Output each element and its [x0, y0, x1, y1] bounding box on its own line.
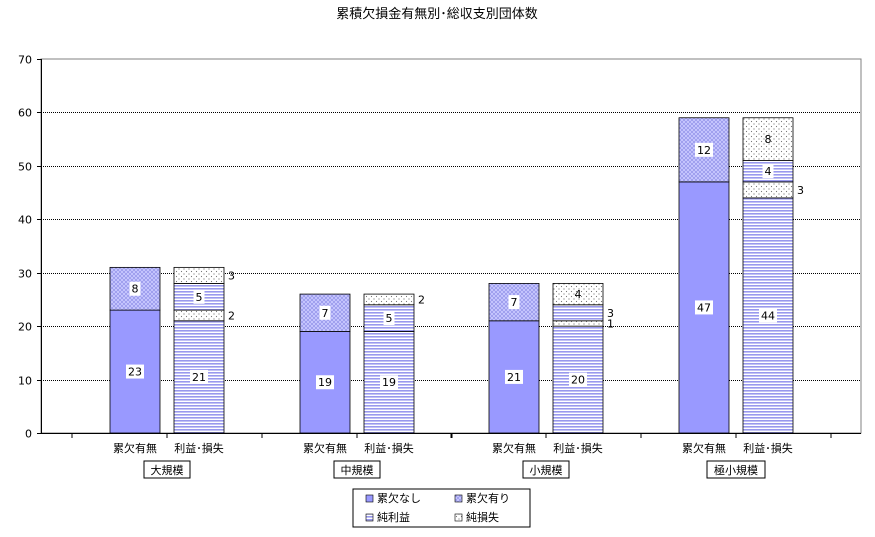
label-no-deficit: 23	[128, 366, 142, 379]
label-deficit: 12	[697, 144, 711, 157]
group-label-box	[522, 460, 570, 479]
label-deficit: 7	[322, 307, 329, 320]
label-no-deficit-bg	[505, 369, 523, 384]
gridlines	[40, 58, 862, 434]
bar-category-label: 累欠有無	[492, 441, 536, 455]
y-tick-label: 60	[18, 107, 32, 120]
legend-label-profit: 純利益	[377, 510, 410, 524]
bar-category-label: 利益･損失	[174, 441, 224, 455]
label-no-deficit-bg	[126, 364, 144, 379]
label-deficit-bg	[695, 142, 713, 157]
group-label-box	[333, 460, 381, 479]
label-other: 2	[418, 293, 425, 306]
label-other: 3	[228, 269, 235, 282]
bar-loss	[552, 304, 604, 322]
label-loss: 3	[607, 307, 614, 320]
legend-box	[352, 488, 531, 528]
label-no-deficit-bg	[316, 375, 334, 390]
label-mixed: 1	[607, 317, 614, 330]
label-profit: 44	[761, 309, 775, 322]
chart-title: 累積欠損金有無別･総収支別団体数	[336, 6, 538, 22]
legend-label-no-deficit: 累欠なし	[377, 491, 421, 505]
bar-category-label: 利益･損失	[553, 441, 603, 455]
label-loss-bg	[193, 289, 205, 304]
bar-category-label: 累欠有無	[113, 441, 157, 455]
label-deficit: 8	[132, 283, 139, 296]
group-label: 小規模	[530, 463, 563, 477]
plot-area	[40, 58, 862, 434]
label-other: 8	[765, 133, 772, 146]
bar-mixed	[742, 181, 794, 199]
label-profit-bg	[190, 369, 208, 384]
legend: 累欠なし 累欠有り 純利益 純損失	[352, 488, 531, 528]
group-label: 中規模	[341, 463, 374, 477]
label-no-deficit: 47	[697, 301, 711, 314]
label-loss-bg	[383, 311, 395, 326]
label-profit-bg	[569, 372, 587, 387]
label-mixed: 2	[228, 309, 235, 322]
label-no-deficit: 19	[318, 376, 332, 389]
y-tick-label: 0	[25, 428, 32, 441]
label-other: 4	[575, 288, 582, 301]
label-no-deficit-bg	[695, 300, 713, 315]
group-label-box	[143, 460, 191, 479]
label-loss-bg	[762, 164, 774, 179]
y-tick-label: 70	[18, 54, 32, 67]
group-label-box	[706, 460, 766, 479]
y-tick-label: 50	[18, 161, 32, 174]
bar-category-label: 利益･損失	[364, 441, 414, 455]
label-deficit: 7	[511, 296, 518, 309]
y-tick-label: 10	[18, 375, 32, 388]
group-label: 大規模	[151, 463, 184, 477]
label-profit: 19	[382, 376, 396, 389]
bar-no-deficit	[488, 320, 540, 434]
label-profit: 20	[571, 374, 585, 387]
bar-category-label: 利益･損失	[743, 441, 793, 455]
bar-mixed	[552, 320, 604, 327]
legend-swatch-profit	[365, 513, 374, 522]
legend-label-deficit: 累欠有り	[466, 491, 510, 505]
label-deficit-bg	[508, 295, 520, 310]
legend-label-loss: 純損失	[466, 510, 499, 524]
bar-other	[742, 117, 794, 161]
label-loss: 5	[196, 291, 203, 304]
bar-deficit	[109, 266, 161, 311]
bar-deficit	[299, 293, 351, 332]
legend-swatch-no-deficit	[365, 494, 374, 503]
label-mixed: 3	[797, 184, 804, 197]
label-loss: 5	[386, 312, 393, 325]
bar-other	[552, 282, 604, 306]
label-deficit-bg	[129, 281, 141, 296]
y-tick-label: 40	[18, 214, 32, 227]
label-loss: 4	[765, 165, 772, 178]
legend-swatch-deficit	[454, 494, 463, 503]
label-profit-bg	[380, 375, 398, 390]
label-profit-bg	[759, 308, 777, 323]
label-no-deficit: 21	[507, 371, 521, 384]
label-deficit-bg	[319, 305, 331, 320]
bar-category-label: 累欠有無	[303, 441, 347, 455]
bar-other	[173, 266, 225, 284]
bar-other	[363, 293, 415, 306]
bar-mixed	[173, 309, 225, 322]
bar-category-label: 累欠有無	[682, 441, 726, 455]
y-tick-label: 30	[18, 268, 32, 281]
legend-swatch-loss	[454, 513, 463, 522]
label-profit: 21	[192, 371, 206, 384]
y-axis: 0 10 20 30 40 50 60 70	[18, 54, 861, 441]
y-tick-label: 20	[18, 321, 32, 334]
group-label: 極小規模	[714, 463, 758, 477]
